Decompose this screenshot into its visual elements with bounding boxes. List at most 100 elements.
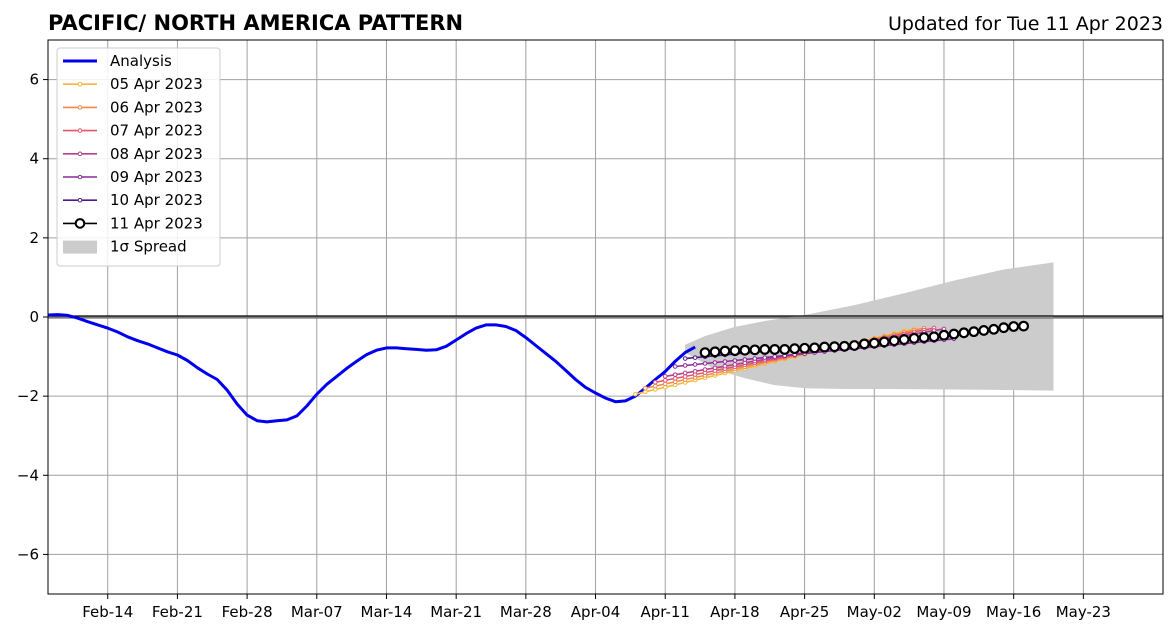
legend: Analysis 05 Apr 2023 06 Apr 2023 07 Apr 202… [56,47,221,267]
forecast-point [652,379,658,385]
current-forecast-point [759,344,771,355]
x-tick-label: Apr-11 [640,603,690,621]
forecast-point [682,370,688,376]
current-forecast-point [729,345,741,357]
x-tick-label: Mar-28 [500,603,552,621]
analysis-series [47,313,696,424]
legend-label: 06 Apr 2023 [110,98,203,116]
current-forecast-point [958,327,970,339]
current-forecast-point [898,334,910,345]
legend-item: 08 Apr 2023 [63,145,203,163]
forecast-point [633,391,638,397]
forecast-point [643,389,648,395]
legend-item: 1σ Spread [63,238,187,256]
current-forecast-point [1008,321,1020,332]
forecast-point [722,359,728,364]
analysis-line [47,313,696,424]
legend-swatch-marker [77,128,83,133]
y-tick-label: 4 [29,150,39,168]
x-tick-label: Feb-14 [82,603,133,621]
legend-item: 07 Apr 2023 [63,122,203,140]
forecast-point [762,355,768,360]
y-tick-label: 2 [29,229,39,247]
legend-label: 07 Apr 2023 [110,122,203,140]
forecast-point [652,383,658,389]
legend-box [56,47,221,267]
legend-swatch-marker [77,174,83,180]
current-forecast-point [878,336,890,348]
forecast-point [712,365,718,371]
x-tick-label: Feb-28 [222,603,273,621]
current-forecast-point [998,322,1010,334]
x-tick-label: Mar-14 [361,603,413,621]
legend-item: 05 Apr 2023 [63,75,203,93]
forecast-point [702,361,708,366]
y-tick-label: −6 [17,545,39,563]
x-tick-label: Feb-21 [152,603,203,621]
current-forecast-point [858,338,870,350]
legend-item: 06 Apr 2023 [63,98,203,116]
current-forecast-point [918,332,930,343]
forecast-point [643,385,648,391]
current-forecast-point [1018,320,1030,332]
current-forecast-point [739,344,751,356]
current-forecast-point [839,340,850,352]
legend-item: Analysis [63,52,172,70]
forecast-point [682,356,688,361]
legend-swatch-patch [63,240,97,254]
legend-label: 1σ Spread [110,238,187,256]
current-forecast-point [749,344,761,356]
forecast-point [732,358,738,363]
x-tick-label: Mar-07 [291,603,343,621]
current-forecast-point [948,328,960,340]
forecast-point [662,381,668,387]
forecast-point [692,355,698,360]
legend-label: 08 Apr 2023 [110,145,203,163]
legend-item: 10 Apr 2023 [63,191,203,209]
legend-swatch-marker [77,197,83,203]
legend-swatch-marker [77,105,83,110]
forecast-point [772,354,778,359]
legend-label: 10 Apr 2023 [110,191,203,209]
current-forecast-point [848,340,860,351]
legend-swatch-marker [77,151,83,157]
current-forecast-point [938,329,950,341]
forecast-point [752,356,758,361]
chart-subtitle: Updated for Tue 11 Apr 2023 [888,13,1163,35]
y-tick-label: 6 [29,71,39,89]
x-tick-label: May-02 [847,603,902,621]
current-forecast-point [699,347,711,359]
chart-title: PACIFIC/ NORTH AMERICA PATTERN [48,11,463,35]
x-tick-label: Apr-25 [780,603,830,621]
forecast-point [682,363,688,368]
y-tick-label: −4 [17,466,39,484]
legend-label: 09 Apr 2023 [110,168,203,186]
legend-label: Analysis [110,52,172,70]
legend-item: 09 Apr 2023 [63,168,203,186]
x-axis-ticks: Feb-14 Feb-21 Feb-28 Mar-07 Mar-14 Mar-21 Mar-… [82,594,1111,621]
current-forecast-point [809,342,820,354]
x-tick-label: May-23 [1056,603,1111,621]
current-forecast-point [709,346,721,358]
legend-swatch-marker [77,81,83,87]
legend-item: 11 Apr 2023 [63,214,203,232]
forecast-point [742,357,748,362]
legend-swatch-marker [74,218,86,229]
current-forecast-point [988,323,1000,335]
current-forecast-point [868,337,880,349]
current-forecast-point [769,344,781,355]
current-forecast-point [779,344,791,355]
legend-label: 05 Apr 2023 [110,75,203,93]
current-forecast-point [799,342,811,354]
y-tick-label: 0 [29,308,39,326]
forecast-point [662,374,668,379]
legend-label: 11 Apr 2023 [110,214,203,232]
forecast-point [732,362,738,367]
forecast-point [672,364,678,369]
current-forecast-point [719,345,731,357]
forecast-point [672,372,678,377]
forecast-point [702,367,708,372]
forecast-point [662,378,668,383]
